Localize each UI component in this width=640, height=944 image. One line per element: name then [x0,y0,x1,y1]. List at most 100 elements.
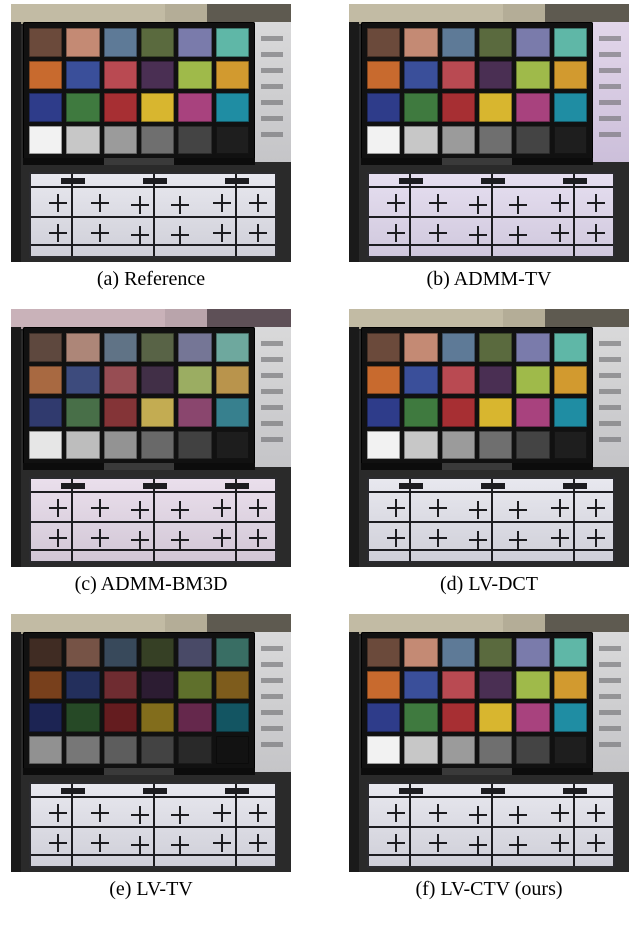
swatch [104,126,137,155]
swatch [66,333,99,362]
panel-d: (d) LV-DCT [340,309,638,596]
right-strip [592,22,629,162]
caption-e: (e) LV-TV [109,878,193,901]
swatch [367,638,400,667]
swatch [554,61,587,90]
swatch [178,61,211,90]
right-strip [254,632,291,772]
bg-top [349,614,629,634]
panel-f: (f) LV-CTV (ours) [340,614,638,901]
swatch [404,333,437,362]
swatch [216,61,249,90]
test-chart [367,172,615,258]
swatch [367,431,400,460]
caption-b: (b) ADMM-TV [427,268,552,291]
swatch [442,61,475,90]
swatch [29,431,62,460]
swatch [29,703,62,732]
test-chart [367,477,615,563]
swatch [104,333,137,362]
test-chart [367,782,615,868]
swatch [479,736,512,765]
swatch [554,431,587,460]
swatch [516,61,549,90]
swatch [554,398,587,427]
swatch [178,671,211,700]
panel-e: (e) LV-TV [2,614,300,901]
swatch [104,366,137,395]
swatch [66,61,99,90]
color-checker [361,22,593,164]
swatch [442,638,475,667]
swatch [141,93,174,122]
swatch [404,366,437,395]
swatch [29,333,62,362]
swatch [442,333,475,362]
swatch [516,431,549,460]
test-chart [29,172,277,258]
swatch [516,736,549,765]
thumb-b [349,4,629,262]
swatch [29,638,62,667]
swatch [104,736,137,765]
color-checker [23,327,255,469]
thumb-e [11,614,291,872]
swatch [104,28,137,57]
swatch [178,703,211,732]
swatch [29,126,62,155]
swatch [104,93,137,122]
swatch [141,736,174,765]
thumb-d [349,309,629,567]
swatch [29,93,62,122]
panel-c: (c) ADMM-BM3D [2,309,300,596]
swatch [404,61,437,90]
thumb-c [11,309,291,567]
swatch [404,93,437,122]
swatch [367,398,400,427]
swatch [367,333,400,362]
swatch [516,93,549,122]
right-strip [592,327,629,467]
caption-c: (c) ADMM-BM3D [75,573,228,596]
swatch [29,398,62,427]
board-label [23,158,255,165]
swatch [516,126,549,155]
swatch [554,126,587,155]
swatch [367,28,400,57]
swatch [178,736,211,765]
right-strip [254,22,291,162]
bg-top [11,309,291,329]
swatch [442,431,475,460]
swatch [367,366,400,395]
swatch [141,703,174,732]
swatch [554,366,587,395]
swatch [216,126,249,155]
swatch [216,28,249,57]
left-dark-strip [349,632,359,872]
swatch [178,638,211,667]
swatch [66,736,99,765]
left-dark-strip [11,22,21,262]
caption-d: (d) LV-DCT [440,573,538,596]
swatch [66,398,99,427]
swatch [479,333,512,362]
swatch [479,366,512,395]
swatch [442,28,475,57]
swatch [367,61,400,90]
swatch [479,431,512,460]
swatch [29,366,62,395]
panel-a: (a) Reference [2,4,300,291]
swatch [66,28,99,57]
swatch [29,736,62,765]
swatch [554,703,587,732]
thumb-f [349,614,629,872]
thumb-a [11,4,291,262]
swatch [29,61,62,90]
swatch [141,431,174,460]
right-strip [254,327,291,467]
swatch [367,703,400,732]
test-chart [29,477,277,563]
bg-top [349,4,629,24]
swatch [29,28,62,57]
swatch [66,126,99,155]
